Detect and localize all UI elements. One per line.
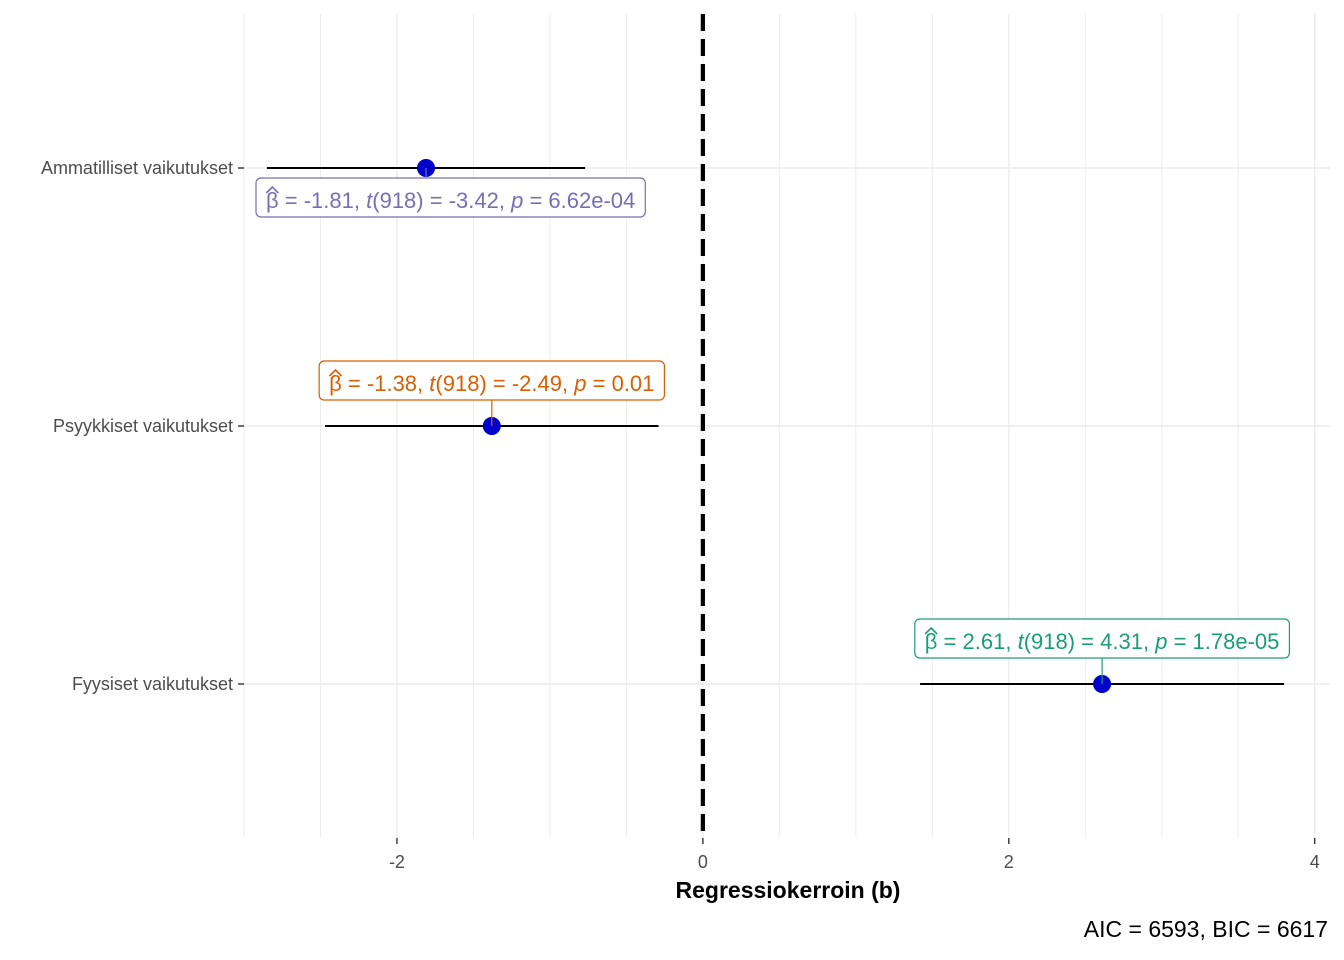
estimate-label: β = -1.81, t(918) = -3.42, p = 6.62e-04 — [255, 168, 646, 218]
separator: , — [1143, 629, 1155, 654]
p-symbol: p — [1154, 629, 1167, 654]
separator: , — [562, 371, 574, 396]
t-symbol: t — [1018, 629, 1025, 654]
p-symbol: p — [573, 371, 586, 396]
equals-sign: = — [279, 188, 304, 213]
beta-value: 2.61 — [963, 629, 1006, 654]
t-symbol: t — [366, 188, 373, 213]
estimate-label-text: β = -1.38, t(918) = -2.49, p = 0.01 — [329, 371, 654, 396]
hat-accent — [924, 626, 938, 635]
paren-open: ( — [1024, 629, 1032, 654]
model-fit-caption: AIC = 6593, BIC = 6617 — [1084, 916, 1328, 942]
separator: , — [1199, 916, 1212, 942]
equals-sign: = — [1167, 629, 1192, 654]
grid-lines — [243, 14, 1330, 838]
beta-symbol: β — [329, 371, 342, 396]
t-value: 4.31 — [1100, 629, 1143, 654]
x-tick-label: 0 — [698, 852, 708, 872]
equals-sign: = — [1251, 916, 1277, 942]
x-tick-label: 4 — [1310, 852, 1320, 872]
t-value: -2.49 — [512, 371, 562, 396]
y-tick-label: Psyykkiset vaikutukset — [53, 416, 233, 436]
beta-symbol: β — [925, 629, 938, 654]
t-symbol: t — [429, 371, 436, 396]
paren-close: ) — [1068, 629, 1075, 654]
p-value: 6.62e-04 — [548, 188, 635, 213]
x-axis-title: Regressiokerroin (b) — [676, 877, 901, 903]
equals-sign: = — [1075, 629, 1100, 654]
separator: , — [417, 371, 429, 396]
bic-symbol: BIC — [1212, 916, 1250, 942]
bic-value: 6617 — [1277, 916, 1328, 942]
hat-accent — [328, 368, 343, 377]
t-value: -3.42 — [449, 188, 499, 213]
beta-symbol: β — [266, 188, 279, 213]
separator: , — [499, 188, 511, 213]
p-value: 0.01 — [612, 371, 655, 396]
beta-value: -1.81 — [304, 188, 354, 213]
x-tick-label: 2 — [1004, 852, 1014, 872]
estimate-points — [417, 159, 1112, 693]
y-tick-label: Ammatilliset vaikutukset — [41, 158, 233, 178]
beta-value: -1.38 — [367, 371, 417, 396]
x-tick-label: -2 — [389, 852, 405, 872]
estimate-labels: β = -1.81, t(918) = -3.42, p = 6.62e-04β… — [255, 168, 1291, 684]
t-df: 918 — [1031, 629, 1068, 654]
estimate-label: β = 2.61, t(918) = 4.31, p = 1.78e-05 — [914, 618, 1291, 684]
equals-sign: = — [487, 371, 512, 396]
equals-sign: = — [424, 188, 449, 213]
equals-sign: = — [1122, 916, 1148, 942]
aic-symbol: AIC — [1084, 916, 1122, 942]
equals-sign: = — [587, 371, 612, 396]
equals-sign: = — [342, 371, 367, 396]
paren-close: ) — [416, 188, 423, 213]
x-axis: -2 0 2 4 — [389, 838, 1320, 872]
hat-accent — [265, 185, 279, 194]
t-df: 918 — [380, 188, 417, 213]
estimate-label-text: β = 2.61, t(918) = 4.31, p = 1.78e-05 — [925, 629, 1280, 654]
y-axis: Ammatilliset vaikutukset Psyykkiset vaiku… — [41, 158, 244, 694]
aic-value: 6593 — [1148, 916, 1199, 942]
equals-sign: = — [937, 629, 962, 654]
label-box — [255, 177, 646, 218]
p-value: 1.78e-05 — [1193, 629, 1280, 654]
paren-open: ( — [372, 188, 380, 213]
estimate-label-text: β = -1.81, t(918) = -3.42, p = 6.62e-04 — [266, 188, 635, 213]
separator: , — [354, 188, 366, 213]
y-tick-label: Fyysiset vaikutukset — [72, 674, 233, 694]
paren-close: ) — [479, 371, 486, 396]
p-symbol: p — [510, 188, 523, 213]
t-df: 918 — [443, 371, 480, 396]
estimate-label: β = -1.38, t(918) = -2.49, p = 0.01 — [318, 360, 666, 426]
separator: , — [1005, 629, 1017, 654]
paren-open: ( — [435, 371, 443, 396]
equals-sign: = — [523, 188, 548, 213]
